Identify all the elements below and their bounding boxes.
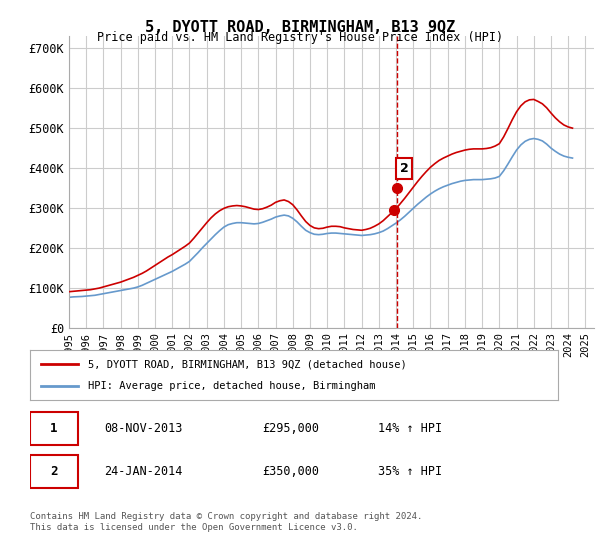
- Text: 5, DYOTT ROAD, BIRMINGHAM, B13 9QZ (detached house): 5, DYOTT ROAD, BIRMINGHAM, B13 9QZ (deta…: [88, 359, 407, 369]
- Text: 14% ↑ HPI: 14% ↑ HPI: [379, 422, 443, 435]
- Text: 5, DYOTT ROAD, BIRMINGHAM, B13 9QZ: 5, DYOTT ROAD, BIRMINGHAM, B13 9QZ: [145, 20, 455, 35]
- Text: Price paid vs. HM Land Registry's House Price Index (HPI): Price paid vs. HM Land Registry's House …: [97, 31, 503, 44]
- Text: Contains HM Land Registry data © Crown copyright and database right 2024.
This d: Contains HM Land Registry data © Crown c…: [30, 512, 422, 532]
- Text: 35% ↑ HPI: 35% ↑ HPI: [379, 465, 443, 478]
- FancyBboxPatch shape: [30, 412, 77, 445]
- Text: 08-NOV-2013: 08-NOV-2013: [104, 422, 182, 435]
- Text: 1: 1: [50, 422, 58, 435]
- FancyBboxPatch shape: [30, 455, 77, 488]
- Text: £295,000: £295,000: [262, 422, 319, 435]
- Text: 2: 2: [400, 162, 409, 175]
- Text: 24-JAN-2014: 24-JAN-2014: [104, 465, 182, 478]
- Text: HPI: Average price, detached house, Birmingham: HPI: Average price, detached house, Birm…: [88, 381, 376, 391]
- Text: 2: 2: [50, 465, 58, 478]
- Text: £350,000: £350,000: [262, 465, 319, 478]
